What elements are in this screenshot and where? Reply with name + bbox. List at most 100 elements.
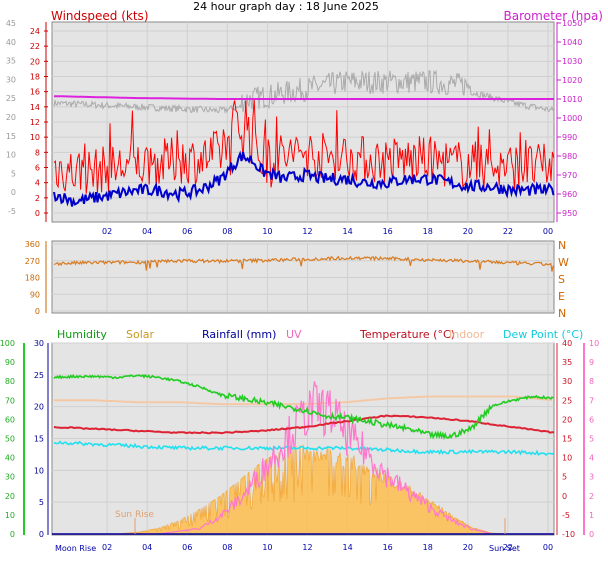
outer-tick-label: 30 xyxy=(6,75,16,84)
x-tick-label: 04 xyxy=(142,543,152,552)
legend-dewpoint: Dew Point (°C) xyxy=(503,328,583,341)
wind-tick-label: 0 xyxy=(35,209,40,218)
outer-tick-label: 5 xyxy=(11,169,16,178)
wind-tick-label: 20 xyxy=(30,57,40,66)
wind-tick-label: 6 xyxy=(35,164,40,173)
legend-rainfall: Rainfall (mm) xyxy=(202,328,276,341)
wind-tick-label: 12 xyxy=(30,118,40,127)
legend-humidity: Humidity xyxy=(57,328,107,341)
wind-tick-label: 8 xyxy=(35,148,40,157)
rain-tick-label: 25 xyxy=(34,371,44,380)
x-tick-label: 16 xyxy=(383,227,393,236)
uv-tick-label: 9 xyxy=(589,358,594,367)
page-title: 24 hour graph day : 18 June 2025 xyxy=(193,0,379,13)
humidity-tick-label: 80 xyxy=(5,377,15,386)
temp-tick-label: 40 xyxy=(562,339,572,348)
x-tick-label: 08 xyxy=(222,543,232,552)
wind-tick-label: 2 xyxy=(35,194,40,203)
temperature-series xyxy=(52,373,554,535)
wind-tick-label: 14 xyxy=(30,103,40,112)
outer-tick-label: 45 xyxy=(6,19,16,28)
compass-label: S xyxy=(558,273,565,286)
uv-tick-label: 2 xyxy=(589,492,594,501)
compass-label: N xyxy=(558,239,566,252)
humidity-tick-label: 30 xyxy=(5,473,15,482)
baro-tick-label: 1020 xyxy=(562,76,582,85)
sun-set-label: Sun Set xyxy=(489,544,520,553)
compass-label: E xyxy=(558,290,565,303)
x-tick-label: 02 xyxy=(102,543,112,552)
x-tick-label: 22 xyxy=(503,543,513,552)
humidity-tick-label: 70 xyxy=(5,396,15,405)
temp-tick-label: 10 xyxy=(562,454,572,463)
wind-grid xyxy=(52,22,554,222)
legend-solar: Solar xyxy=(126,328,155,341)
rain-tick-label: 10 xyxy=(34,466,44,475)
baro-tick-label: 980 xyxy=(562,152,577,161)
gust-line xyxy=(53,69,555,114)
uv-tick-label: 0 xyxy=(589,530,594,539)
x-tick-label: 10 xyxy=(262,227,272,236)
x-tick-label: 18 xyxy=(423,227,433,236)
x-tick-label: 04 xyxy=(142,227,152,236)
x-tick-label: 12 xyxy=(302,227,312,236)
temp-tick-label: 20 xyxy=(562,415,572,424)
humidity-tick-label: 50 xyxy=(5,435,15,444)
temp-tick-label: 0 xyxy=(562,492,567,501)
wind-average-line xyxy=(53,150,555,207)
x-tick-label: 06 xyxy=(182,543,192,552)
x-tick-label: 12 xyxy=(302,543,312,552)
x-tick-label: 20 xyxy=(463,543,473,552)
wind-axes: 024681012141618202224-505101520253035404… xyxy=(6,19,583,236)
x-tick-label: 16 xyxy=(383,543,393,552)
legend-uv: UV xyxy=(286,328,302,341)
baro-tick-label: 1040 xyxy=(562,38,582,47)
x-tick-label: 00 xyxy=(543,543,553,552)
direction-grid xyxy=(52,241,554,313)
x-tick-label: 14 xyxy=(342,227,352,236)
rain-tick-label: 15 xyxy=(34,435,44,444)
direction-tick-label: 90 xyxy=(30,290,40,299)
uv-tick-label: 3 xyxy=(589,473,594,482)
humidity-tick-label: 40 xyxy=(5,454,15,463)
baro-tick-label: 950 xyxy=(562,209,577,218)
dewpoint-line xyxy=(53,440,554,457)
outer-tick-label: 10 xyxy=(6,151,16,160)
uv-tick-label: 1 xyxy=(589,511,594,520)
direction-series xyxy=(53,255,554,272)
rain-tick-label: 0 xyxy=(39,530,44,539)
rain-tick-label: 30 xyxy=(34,339,44,348)
wind-tick-label: 24 xyxy=(30,27,40,36)
baro-tick-label: 960 xyxy=(562,190,577,199)
uv-tick-label: 5 xyxy=(589,435,594,444)
wind-tick-label: 18 xyxy=(30,73,40,82)
legend: Humidity Solar Rainfall (mm) UV Temperat… xyxy=(57,328,583,341)
barometer-axis-label: Barometer (hpa) xyxy=(504,9,603,23)
legend-temperature: Temperature (°C) xyxy=(359,328,455,341)
temperature-panel: 02 04 06 08 10 12 14 16 18 20 22 000102030405060708… xyxy=(0,328,599,553)
windspeed-axis-label: Windspeed (kts) xyxy=(51,9,149,23)
x-tick-label: 08 xyxy=(222,227,232,236)
humidity-tick-label: 10 xyxy=(5,511,15,520)
windspeed-line xyxy=(53,98,555,194)
wind-tick-label: 10 xyxy=(30,133,40,142)
direction-tick-label: 270 xyxy=(25,257,40,266)
uv-tick-label: 7 xyxy=(589,396,594,405)
x-tick-label: 18 xyxy=(423,543,433,552)
baro-tick-label: 1050 xyxy=(562,19,582,28)
x-tick-label: 10 xyxy=(262,543,272,552)
temp-tick-label: -10 xyxy=(562,530,575,539)
x-tick-label: 02 xyxy=(102,227,112,236)
direction-tick-label: 360 xyxy=(25,240,40,249)
temp-tick-label: 30 xyxy=(562,377,572,386)
humidity-line xyxy=(53,373,554,441)
humidity-tick-label: 0 xyxy=(10,530,15,539)
moon-rise-label: Moon Rise xyxy=(55,544,96,553)
outer-tick-label: 40 xyxy=(6,38,16,47)
uv-tick-label: 6 xyxy=(589,415,594,424)
baro-tick-label: 1000 xyxy=(562,114,582,123)
wind-direction-line xyxy=(53,255,554,272)
